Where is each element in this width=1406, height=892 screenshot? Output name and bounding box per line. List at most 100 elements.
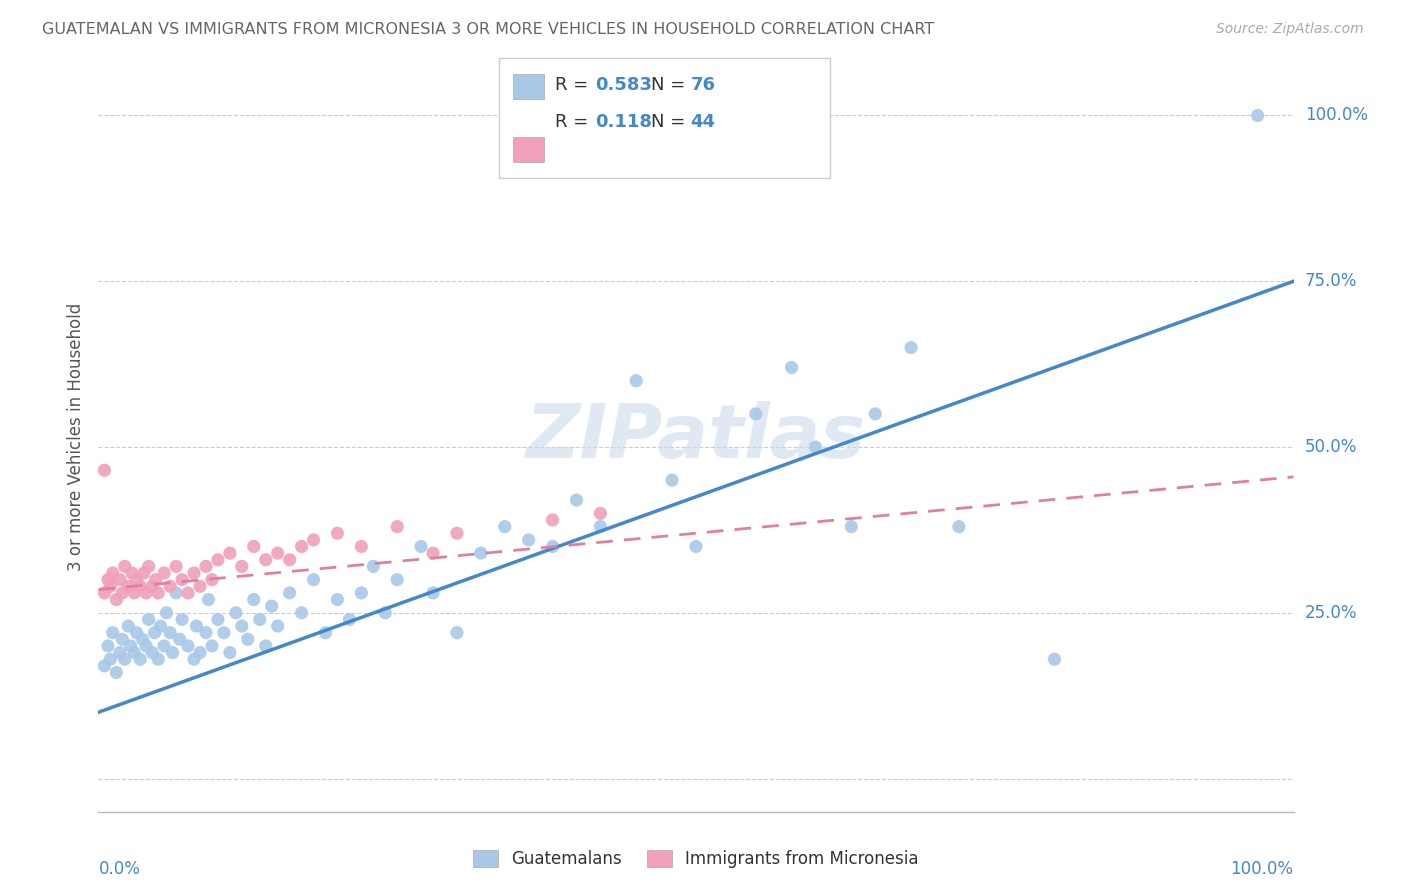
Point (231, 619, 253, 633)
Point (865, 407, 887, 421)
Point (98, 579, 122, 593)
Point (93, 463, 115, 477)
Point (374, 606, 396, 620)
Text: 50.0%: 50.0% (1305, 438, 1357, 456)
Point (172, 573, 194, 587)
Point (141, 579, 163, 593)
Text: 76: 76 (690, 76, 716, 94)
Text: 44: 44 (690, 113, 716, 131)
Point (661, 473, 683, 487)
Point (350, 540, 373, 554)
Point (249, 612, 271, 626)
Point (339, 612, 361, 626)
Point (201, 639, 224, 653)
Point (135, 586, 157, 600)
Point (363, 559, 385, 574)
Text: GUATEMALAN VS IMMIGRANTS FROM MICRONESIA 3 OR MORE VEHICLES IN HOUSEHOLD CORRELA: GUATEMALAN VS IMMIGRANTS FROM MICRONESIA… (42, 22, 935, 37)
Point (188, 646, 211, 660)
Point (159, 625, 181, 640)
Point (900, 341, 922, 355)
Text: Source: ZipAtlas.com: Source: ZipAtlas.com (1216, 22, 1364, 37)
Point (153, 566, 176, 580)
Point (159, 579, 181, 593)
Point (541, 513, 564, 527)
Point (135, 639, 157, 653)
Text: 0.118: 0.118 (595, 113, 652, 131)
Point (138, 559, 160, 574)
Point (197, 592, 219, 607)
Point (207, 612, 229, 626)
Point (201, 573, 224, 587)
Point (385, 519, 409, 533)
Point (93, 586, 115, 600)
Point (302, 533, 325, 547)
Point (350, 586, 373, 600)
Point (195, 559, 218, 574)
Legend: Guatemalans, Immigrants from Micronesia: Guatemalans, Immigrants from Micronesia (467, 843, 925, 874)
Point (101, 625, 124, 640)
Point (219, 546, 242, 560)
Point (422, 586, 444, 600)
Point (207, 553, 229, 567)
Point (98, 652, 122, 666)
Point (138, 612, 160, 626)
Point (804, 440, 827, 454)
Point (446, 526, 468, 541)
Point (183, 652, 205, 666)
Text: 75.0%: 75.0% (1305, 272, 1357, 290)
Point (326, 526, 349, 541)
Point (565, 493, 588, 508)
Point (125, 625, 148, 640)
Point (153, 639, 176, 653)
Point (177, 586, 200, 600)
Point (278, 586, 301, 600)
Point (385, 573, 409, 587)
Point (422, 546, 444, 560)
Point (589, 519, 612, 533)
Point (117, 619, 139, 633)
Point (254, 639, 277, 653)
Point (129, 579, 152, 593)
Point (129, 652, 152, 666)
Point (177, 639, 200, 653)
Point (120, 639, 142, 653)
Text: 100.0%: 100.0% (1305, 106, 1368, 125)
Point (124, 646, 146, 660)
Point (219, 646, 242, 660)
Point (155, 606, 177, 620)
Point (93, 658, 115, 673)
Point (97, 573, 120, 587)
Point (243, 540, 266, 554)
Point (685, 540, 707, 554)
Point (183, 566, 205, 580)
Point (267, 546, 290, 560)
Point (105, 665, 128, 680)
Point (841, 519, 863, 533)
Point (541, 540, 564, 554)
Point (626, 374, 648, 388)
Point (172, 612, 194, 626)
Point (470, 546, 492, 560)
Point (97, 639, 120, 653)
Point (231, 559, 253, 574)
Point (165, 559, 187, 574)
Point (1247, 108, 1270, 122)
Text: R =: R = (555, 76, 595, 94)
Point (162, 646, 184, 660)
Point (589, 506, 612, 520)
Point (114, 652, 136, 666)
Point (108, 573, 131, 587)
Y-axis label: 3 or more Vehicles in Household: 3 or more Vehicles in Household (66, 303, 84, 571)
Point (111, 586, 134, 600)
Text: 0.0%: 0.0% (98, 861, 141, 879)
Text: N =: N = (651, 76, 690, 94)
Point (105, 592, 128, 607)
Text: 100.0%: 100.0% (1230, 861, 1294, 879)
Point (124, 586, 146, 600)
Point (326, 592, 349, 607)
Point (212, 625, 235, 640)
Point (494, 519, 516, 533)
Point (111, 632, 134, 647)
Point (145, 573, 167, 587)
Point (149, 619, 172, 633)
